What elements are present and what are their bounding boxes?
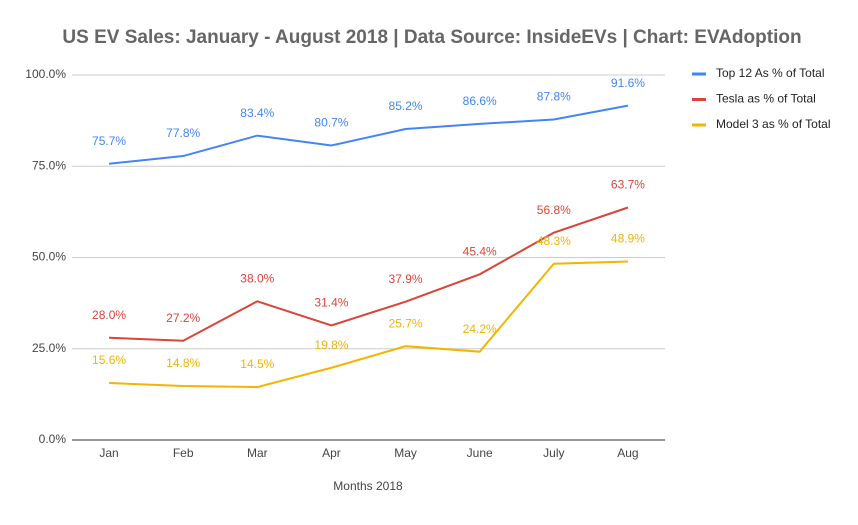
data-label: 19.8% [314, 338, 348, 352]
data-label: 86.6% [463, 94, 497, 108]
x-tick-label: May [394, 446, 417, 460]
x-tick-label: Jan [99, 446, 118, 460]
data-label: 87.8% [537, 90, 571, 104]
y-tick-label: 0.0% [39, 432, 67, 446]
data-label: 48.3% [537, 234, 571, 248]
x-axis-label: Months 2018 [333, 479, 403, 493]
x-tick-label: July [543, 446, 564, 460]
x-tick-label: Mar [247, 446, 268, 460]
chart-title: US EV Sales: January - August 2018 | Dat… [62, 27, 801, 48]
data-label: 25.7% [389, 316, 423, 330]
y-tick-label: 100.0% [25, 67, 66, 81]
data-label: 91.6% [611, 76, 645, 90]
series-line [108, 104, 629, 165]
data-label: 75.7% [92, 134, 126, 148]
data-label: 80.7% [314, 116, 348, 130]
x-tick-label: Aug [617, 446, 638, 460]
legend-label: Model 3 as % of Total [716, 117, 831, 131]
y-tick-label: 75.0% [32, 158, 66, 172]
data-label: 45.4% [463, 244, 497, 258]
data-label: 56.8% [537, 203, 571, 217]
data-label: 37.9% [389, 272, 423, 286]
data-label: 24.2% [463, 322, 497, 336]
x-tick-label: Apr [322, 446, 341, 460]
legend-label: Tesla as % of Total [716, 92, 816, 106]
data-label: 85.2% [389, 99, 423, 113]
x-tick-label: Feb [173, 446, 194, 460]
series-line [109, 260, 628, 389]
data-label: 38.0% [240, 271, 274, 285]
y-tick-label: 50.0% [32, 250, 66, 264]
data-label: 48.9% [611, 232, 645, 246]
data-label: 83.4% [240, 106, 274, 120]
data-label: 27.2% [166, 311, 200, 325]
data-label: 14.8% [166, 356, 200, 370]
x-tick-label: June [467, 446, 493, 460]
data-label: 63.7% [611, 178, 645, 192]
data-label: 31.4% [314, 296, 348, 310]
data-label: 77.8% [166, 126, 200, 140]
series-line [109, 206, 629, 342]
legend-label: Top 12 As % of Total [716, 66, 825, 80]
data-label: 14.5% [240, 357, 274, 371]
data-label: 15.6% [92, 353, 126, 367]
y-tick-label: 25.0% [32, 341, 66, 355]
data-label: 28.0% [92, 308, 126, 322]
